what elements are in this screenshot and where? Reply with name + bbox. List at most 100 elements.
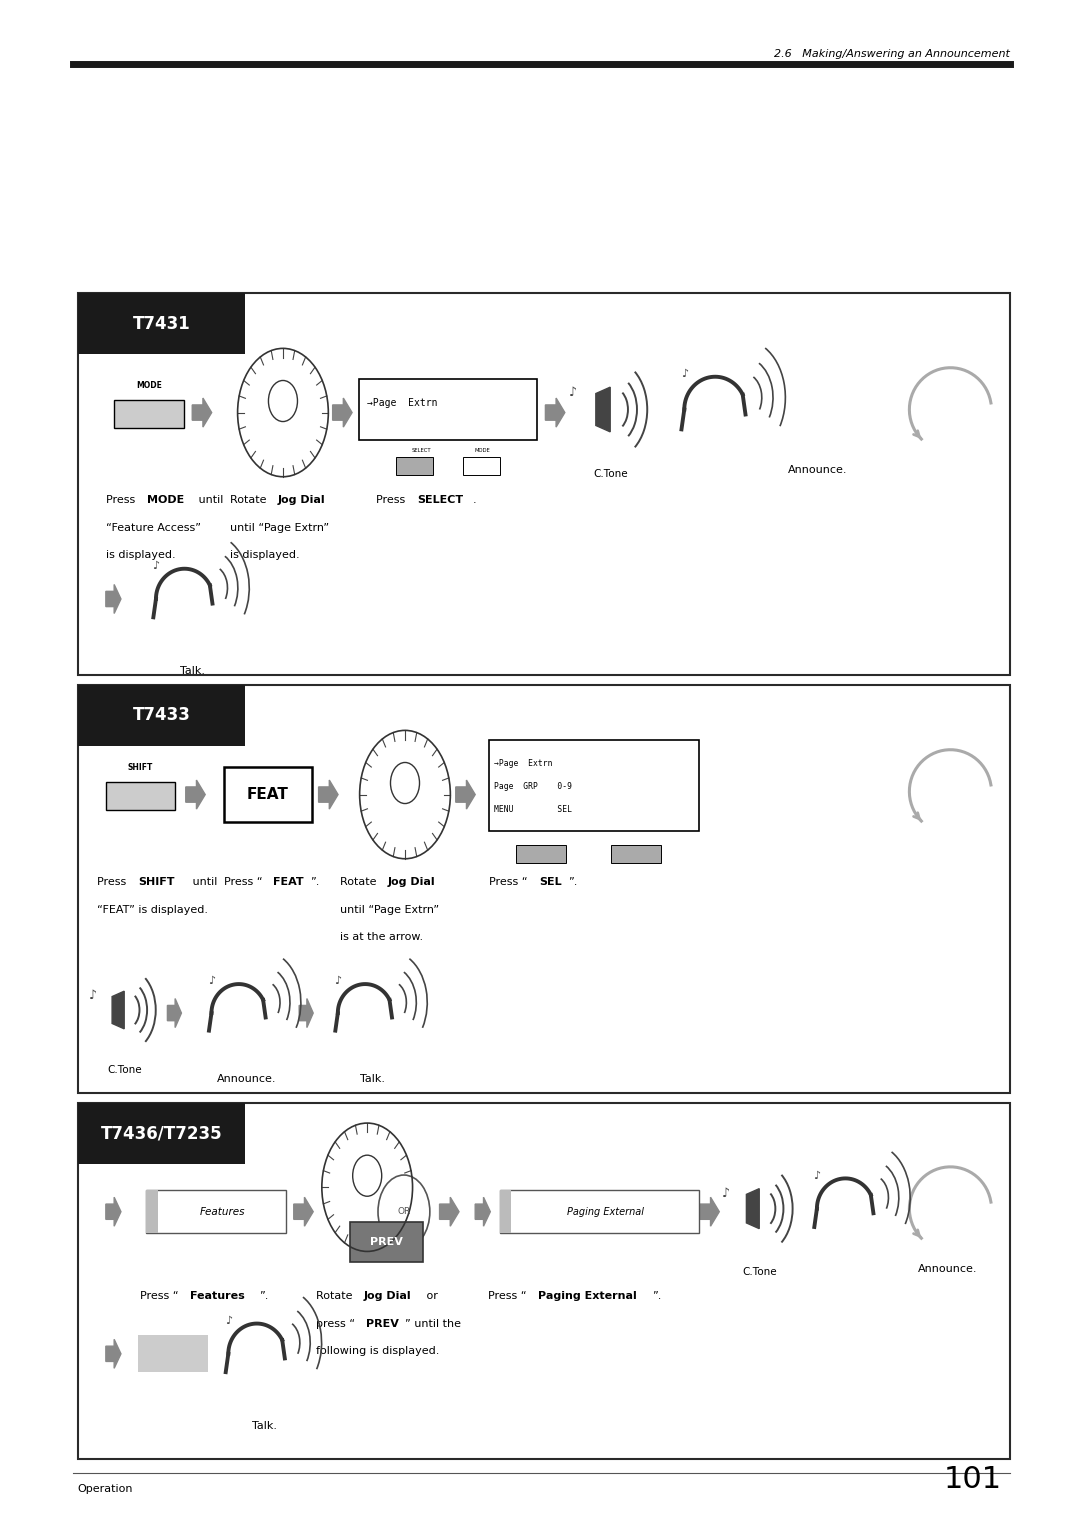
Text: Jog Dial: Jog Dial	[388, 877, 435, 888]
Text: PREV: PREV	[370, 1238, 403, 1247]
Text: ♪: ♪	[723, 1187, 730, 1199]
Text: MENU         SEL: MENU SEL	[495, 805, 572, 814]
Text: Rotate: Rotate	[230, 495, 270, 506]
Circle shape	[378, 1175, 430, 1248]
Text: or: or	[423, 1291, 438, 1302]
Bar	[146, 1190, 286, 1233]
FancyArrow shape	[106, 585, 121, 613]
Text: ”.: ”.	[568, 877, 578, 888]
Text: Rotate: Rotate	[340, 877, 380, 888]
Text: until: until	[189, 877, 217, 888]
FancyArrow shape	[475, 1198, 490, 1225]
Bar	[114, 400, 184, 428]
Text: Rotate: Rotate	[316, 1291, 356, 1302]
Text: Operation: Operation	[78, 1484, 133, 1494]
Text: FEAT: FEAT	[247, 787, 288, 802]
Text: Talk.: Talk.	[360, 1074, 386, 1085]
Text: “Feature Access”: “Feature Access”	[106, 523, 201, 533]
Text: until “Page Extrn”: until “Page Extrn”	[230, 523, 329, 533]
Bar	[78, 685, 1010, 1093]
Bar	[359, 379, 538, 440]
Text: SHIFT: SHIFT	[127, 762, 153, 772]
Bar	[516, 845, 566, 863]
FancyArrow shape	[294, 1198, 313, 1225]
Text: Press “: Press “	[140, 1291, 179, 1302]
Text: Talk.: Talk.	[252, 1421, 278, 1432]
Text: SELECT: SELECT	[411, 448, 431, 454]
Text: SELECT: SELECT	[417, 495, 463, 506]
Bar	[78, 685, 245, 746]
FancyArrow shape	[333, 399, 352, 426]
Text: ” until the: ” until the	[405, 1319, 461, 1329]
Text: Press “: Press “	[488, 1291, 527, 1302]
Text: .: .	[473, 495, 476, 506]
Text: PREV: PREV	[366, 1319, 399, 1329]
Text: ♪: ♪	[813, 1170, 821, 1181]
Text: T7431: T7431	[133, 315, 190, 333]
Text: SEL: SEL	[539, 877, 562, 888]
Bar	[224, 767, 312, 822]
Text: MODE: MODE	[475, 448, 490, 454]
Text: is displayed.: is displayed.	[230, 550, 299, 561]
Bar	[138, 1335, 208, 1372]
Text: Jog Dial: Jog Dial	[364, 1291, 411, 1302]
Text: until “Page Extrn”: until “Page Extrn”	[340, 905, 440, 915]
FancyArrow shape	[456, 779, 475, 810]
Text: ♪: ♪	[680, 368, 688, 379]
Bar	[499, 1190, 700, 1233]
Text: is displayed.: is displayed.	[106, 550, 175, 561]
Text: C.Tone: C.Tone	[593, 469, 627, 480]
Text: Press: Press	[106, 495, 138, 506]
Text: is at the arrow.: is at the arrow.	[340, 932, 423, 943]
Text: OR: OR	[397, 1207, 410, 1216]
FancyArrow shape	[186, 779, 205, 810]
Bar	[78, 293, 1010, 675]
Text: Press: Press	[97, 877, 130, 888]
Text: ♪: ♪	[89, 989, 97, 1002]
Text: 101: 101	[944, 1465, 1002, 1494]
Bar	[78, 1103, 245, 1164]
Text: ♪: ♪	[335, 976, 341, 987]
Text: ”.: ”.	[310, 877, 320, 888]
Text: following is displayed.: following is displayed.	[316, 1346, 440, 1357]
Text: 2.6   Making/Answering an Announcement: 2.6 Making/Answering an Announcement	[774, 49, 1010, 60]
Text: C.Tone: C.Tone	[742, 1267, 777, 1277]
FancyArrow shape	[106, 1198, 121, 1225]
Text: Announce.: Announce.	[788, 465, 848, 475]
Bar	[78, 293, 245, 354]
Bar	[499, 1190, 512, 1233]
Polygon shape	[746, 1189, 759, 1229]
Text: Paging External: Paging External	[567, 1207, 645, 1216]
Bar	[350, 1222, 423, 1262]
Text: T7433: T7433	[133, 706, 190, 724]
Text: Jog Dial: Jog Dial	[278, 495, 325, 506]
Text: ”.: ”.	[259, 1291, 269, 1302]
Text: ♪: ♪	[225, 1316, 232, 1326]
Text: ♪: ♪	[152, 561, 160, 571]
FancyArrow shape	[319, 779, 338, 810]
Polygon shape	[596, 387, 610, 432]
Text: ”.: ”.	[652, 1291, 662, 1302]
Text: FEAT: FEAT	[273, 877, 303, 888]
Text: Talk.: Talk.	[179, 666, 205, 677]
Text: Features: Features	[190, 1291, 245, 1302]
Text: Press “: Press “	[224, 877, 262, 888]
Text: T7436/T7235: T7436/T7235	[100, 1125, 222, 1143]
Bar	[146, 1190, 158, 1233]
Text: MODE: MODE	[147, 495, 184, 506]
Bar	[611, 845, 661, 863]
FancyArrow shape	[700, 1198, 719, 1225]
FancyArrow shape	[192, 399, 212, 426]
FancyArrow shape	[106, 1339, 121, 1369]
Bar	[396, 457, 433, 475]
Text: →Page  Extrn: →Page Extrn	[366, 399, 437, 408]
Bar	[106, 782, 175, 810]
Text: Press “: Press “	[489, 877, 528, 888]
Text: MODE: MODE	[136, 380, 162, 390]
Bar	[78, 1103, 1010, 1459]
FancyArrow shape	[440, 1198, 459, 1225]
Text: Paging External: Paging External	[538, 1291, 636, 1302]
Text: Announce.: Announce.	[918, 1264, 977, 1274]
Bar	[488, 740, 700, 831]
Polygon shape	[112, 992, 124, 1028]
